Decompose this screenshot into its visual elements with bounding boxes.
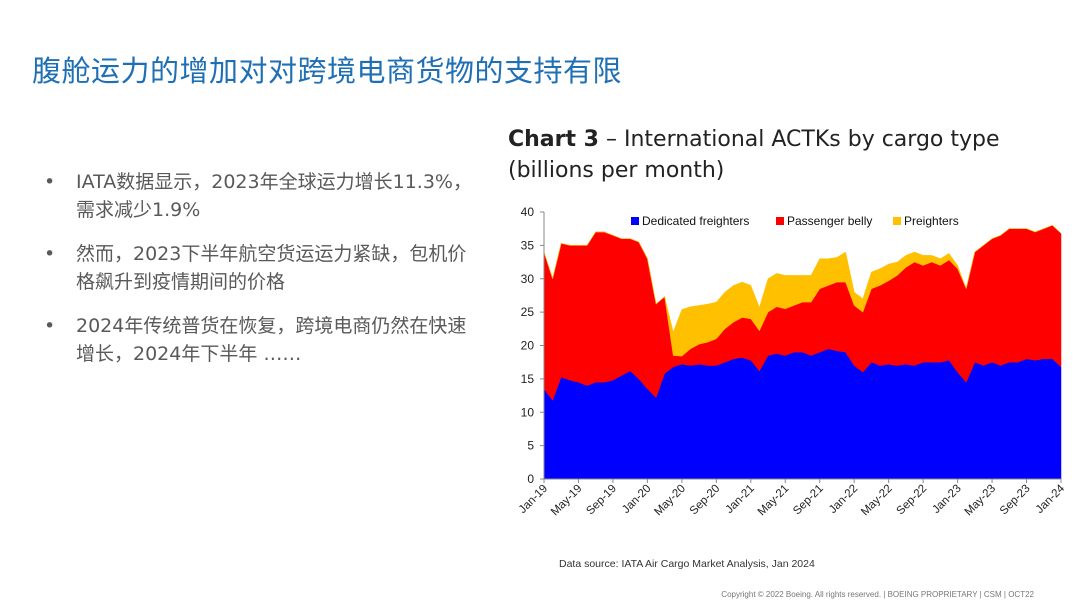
y-tick-label: 15 xyxy=(521,372,535,386)
x-tick-label: Jan-24 xyxy=(1034,482,1068,516)
bullet-item: • 然而，2023下半年航空货运运力紧缺，包机价格飙升到疫情期间的价格 xyxy=(44,240,474,296)
chart-title-number: Chart 3 xyxy=(508,127,599,152)
bullet-item: • 2024年传统普货在恢复，跨境电商仍然在快速增长，2024年下半年 …… xyxy=(44,312,474,368)
legend-label: Dedicated freighters xyxy=(642,214,749,228)
x-tick-label: Jan-22 xyxy=(827,483,860,516)
y-tick-label: 25 xyxy=(521,305,535,319)
y-tick-label: 0 xyxy=(527,472,534,486)
x-tick-label: May-20 xyxy=(652,483,688,519)
bullet-text: IATA数据显示，2023年全球运力增长11.3%，需求减少1.9% xyxy=(76,171,472,221)
x-tick-label: May-23 xyxy=(963,483,999,519)
bullet-list: • IATA数据显示，2023年全球运力增长11.3%，需求减少1.9% • 然而，… xyxy=(44,168,474,384)
y-tick-label: 5 xyxy=(527,439,534,453)
bullet-marker: • xyxy=(44,315,56,337)
x-tick-label: May-22 xyxy=(859,483,895,519)
y-tick-label: 35 xyxy=(521,238,535,252)
y-tick-label: 20 xyxy=(521,339,535,353)
legend-swatch xyxy=(893,217,901,225)
legend-label: Passenger belly xyxy=(787,214,872,228)
legend-swatch xyxy=(631,217,639,225)
footer-copyright: Copyright © 2022 Boeing. All rights rese… xyxy=(721,590,1034,599)
y-tick-label: 30 xyxy=(521,272,535,286)
x-tick-label: Sep-21 xyxy=(791,483,826,518)
chart-title-text: – International ACTKs by cargo type (bil… xyxy=(508,127,1000,183)
bullet-marker: • xyxy=(44,171,56,193)
x-tick-label: Jan-21 xyxy=(724,483,757,516)
y-tick-label: 10 xyxy=(521,405,535,419)
bullet-item: • IATA数据显示，2023年全球运力增长11.3%，需求减少1.9% xyxy=(44,168,474,224)
x-tick-label: May-21 xyxy=(756,483,792,519)
legend-swatch xyxy=(776,217,784,225)
bullet-text: 然而，2023下半年航空货运运力紧缺，包机价格飙升到疫情期间的价格 xyxy=(76,243,467,293)
x-tick-label: Jan-23 xyxy=(930,483,963,516)
x-tick-label: Sep-20 xyxy=(688,483,723,518)
x-tick-label: Sep-19 xyxy=(584,483,619,518)
y-tick-label: 40 xyxy=(521,205,535,219)
x-tick-label: Jan-19 xyxy=(517,483,550,516)
x-tick-label: Jan-20 xyxy=(620,483,653,516)
bullet-text: 2024年传统普货在恢复，跨境电商仍然在快速增长，2024年下半年 …… xyxy=(76,315,467,365)
chart-title: Chart 3 – International ACTKs by cargo t… xyxy=(508,124,1080,186)
x-tick-label: Sep-23 xyxy=(998,483,1033,518)
legend-label: Preighters xyxy=(904,214,959,228)
slide-title: 腹舱运力的增加对对跨境电商货物的支持有限 xyxy=(32,54,623,88)
data-source-note: Data source: IATA Air Cargo Market Analy… xyxy=(559,558,815,570)
x-tick-label: May-19 xyxy=(549,483,585,519)
area-preighters xyxy=(543,225,1062,357)
bullet-marker: • xyxy=(44,243,56,265)
x-tick-label: Sep-22 xyxy=(895,483,930,518)
